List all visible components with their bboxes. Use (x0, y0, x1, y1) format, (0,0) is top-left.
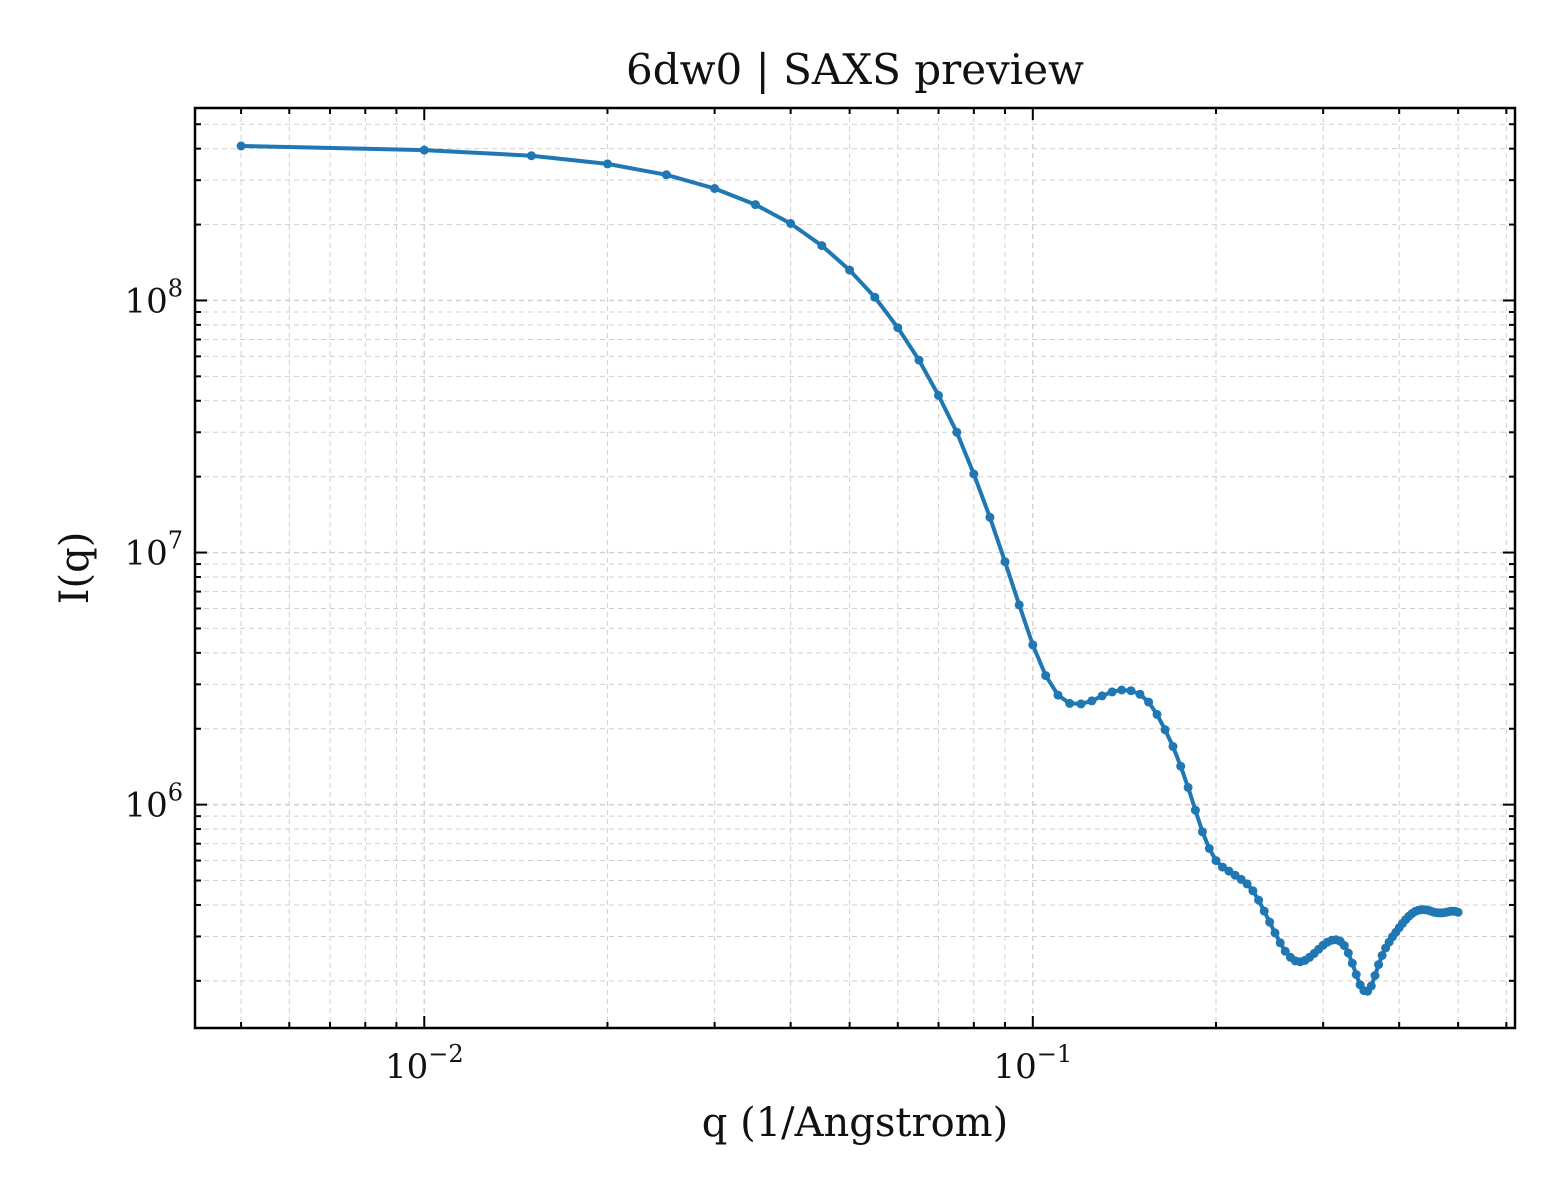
data-point (526, 151, 536, 161)
data-point (1366, 981, 1376, 991)
data-point (1041, 671, 1051, 681)
data-point (1087, 696, 1097, 706)
data-point (1144, 697, 1154, 707)
data-point (750, 200, 760, 210)
y-tick-label: 108 (124, 274, 183, 321)
data-point (817, 241, 827, 251)
data-point (1065, 698, 1075, 708)
series-layer (236, 141, 1463, 996)
x-axis-label: q (1/Angstrom) (702, 1100, 1008, 1146)
data-point (1204, 844, 1214, 853)
data-point (1197, 827, 1207, 837)
data-point (1254, 895, 1264, 905)
data-point (786, 219, 796, 228)
data-point (1270, 928, 1280, 938)
x-tick-label: 10−1 (993, 1040, 1072, 1087)
chart-title: 6dw0 | SAXS preview (626, 45, 1084, 94)
data-point (1265, 917, 1275, 927)
data-point (985, 512, 995, 522)
y-tick-label: 106 (124, 779, 183, 826)
data-point (1374, 960, 1384, 970)
data-point (1370, 971, 1380, 980)
data-point (870, 292, 880, 302)
data-point (1135, 689, 1145, 699)
data-point (1014, 600, 1024, 610)
data-point (893, 323, 903, 333)
axis-ticks: 10−2 10−1 106 107 108 (124, 108, 1515, 1087)
data-point (603, 159, 612, 169)
data-point (1176, 761, 1186, 771)
data-point (1168, 742, 1178, 751)
data-point (1053, 690, 1063, 700)
data-point (952, 427, 962, 437)
data-point (1117, 685, 1127, 695)
data-point (1211, 856, 1221, 866)
data-point (1183, 782, 1193, 792)
data-point (1259, 906, 1269, 916)
data-point (1347, 958, 1357, 968)
data-point (1248, 886, 1258, 896)
data-point (1218, 862, 1227, 872)
data-point (236, 141, 246, 151)
data-point (710, 184, 720, 193)
data-point (969, 469, 979, 479)
data-point (914, 355, 924, 365)
data-point (661, 170, 671, 180)
data-point (1160, 725, 1170, 735)
data-point (845, 265, 855, 275)
data-point (1107, 687, 1117, 697)
data-point (1377, 951, 1387, 960)
data-point (1343, 948, 1353, 958)
data-point (1190, 805, 1200, 815)
y-axis-label: I(q) (52, 532, 98, 605)
data-point (1000, 557, 1010, 567)
data-point (934, 390, 943, 400)
data-point (1097, 691, 1107, 701)
data-point (1242, 879, 1252, 889)
x-tick-label: 10−2 (385, 1040, 464, 1087)
data-point (1453, 907, 1463, 917)
data-point (419, 145, 429, 155)
y-tick-label: 107 (124, 527, 183, 574)
data-point (1126, 686, 1136, 696)
data-point (1028, 640, 1038, 650)
data-point (1076, 699, 1086, 709)
data-point (1351, 970, 1361, 979)
plot-frame (193, 106, 1517, 1030)
data-point (1280, 946, 1290, 956)
data-point (1152, 709, 1162, 719)
data-point (1339, 941, 1349, 951)
grid-lines (195, 108, 1515, 1028)
data-point (1275, 938, 1285, 948)
